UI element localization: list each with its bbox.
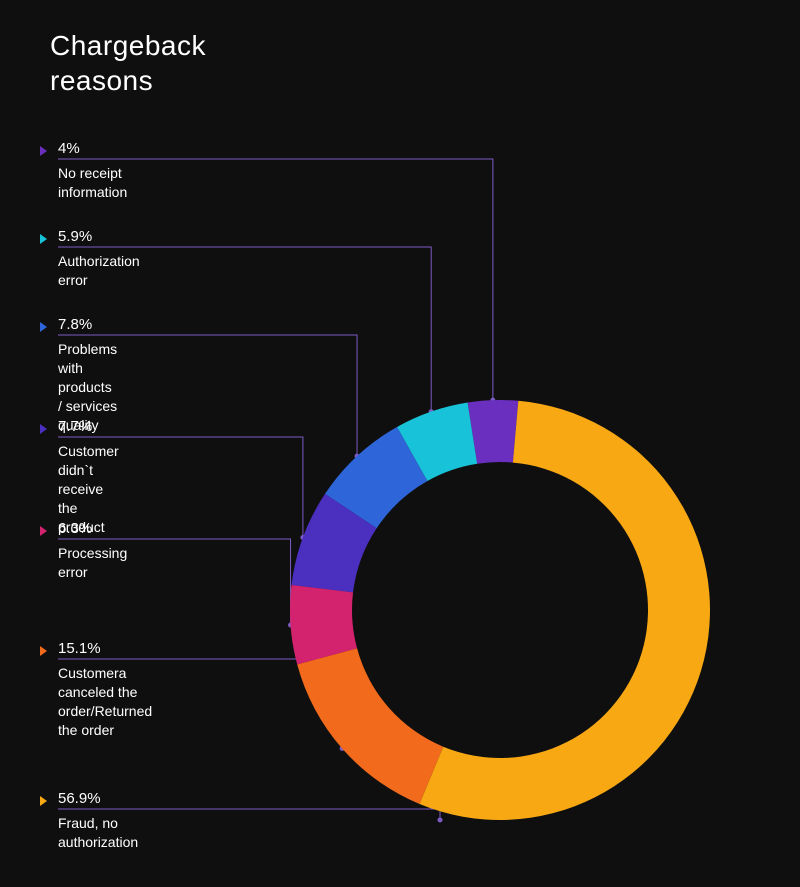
- legend-percentage: 56.9%: [58, 790, 101, 807]
- legend-percentage: 5.9%: [58, 228, 92, 245]
- legend-label: Fraud, no authorization: [58, 814, 138, 852]
- legend-label: Processing error: [58, 544, 127, 582]
- legend-marker-icon: [40, 234, 47, 244]
- legend-marker-icon: [40, 646, 47, 656]
- legend-percentage: 6.3%: [58, 520, 92, 537]
- legend-marker-icon: [40, 526, 47, 536]
- legend-marker-icon: [40, 146, 47, 156]
- legend-label: Customera canceled the order/Returned th…: [58, 664, 152, 740]
- legend-label: No receipt information: [58, 164, 127, 202]
- legend-marker-icon: [40, 424, 47, 434]
- legend-label: Authorization error: [58, 252, 140, 290]
- chart-title: Chargeback reasons: [50, 28, 206, 98]
- legend-marker-icon: [40, 322, 47, 332]
- donut-slice: [297, 648, 443, 804]
- legend-percentage: 7.7%: [58, 418, 92, 435]
- legend-marker-icon: [40, 796, 47, 806]
- donut-chart: [290, 400, 710, 820]
- legend-percentage: 7.8%: [58, 316, 92, 333]
- legend-percentage: 4%: [58, 140, 80, 157]
- title-line-1: Chargeback: [50, 30, 206, 61]
- title-line-2: reasons: [50, 65, 153, 96]
- legend-percentage: 15.1%: [58, 640, 101, 657]
